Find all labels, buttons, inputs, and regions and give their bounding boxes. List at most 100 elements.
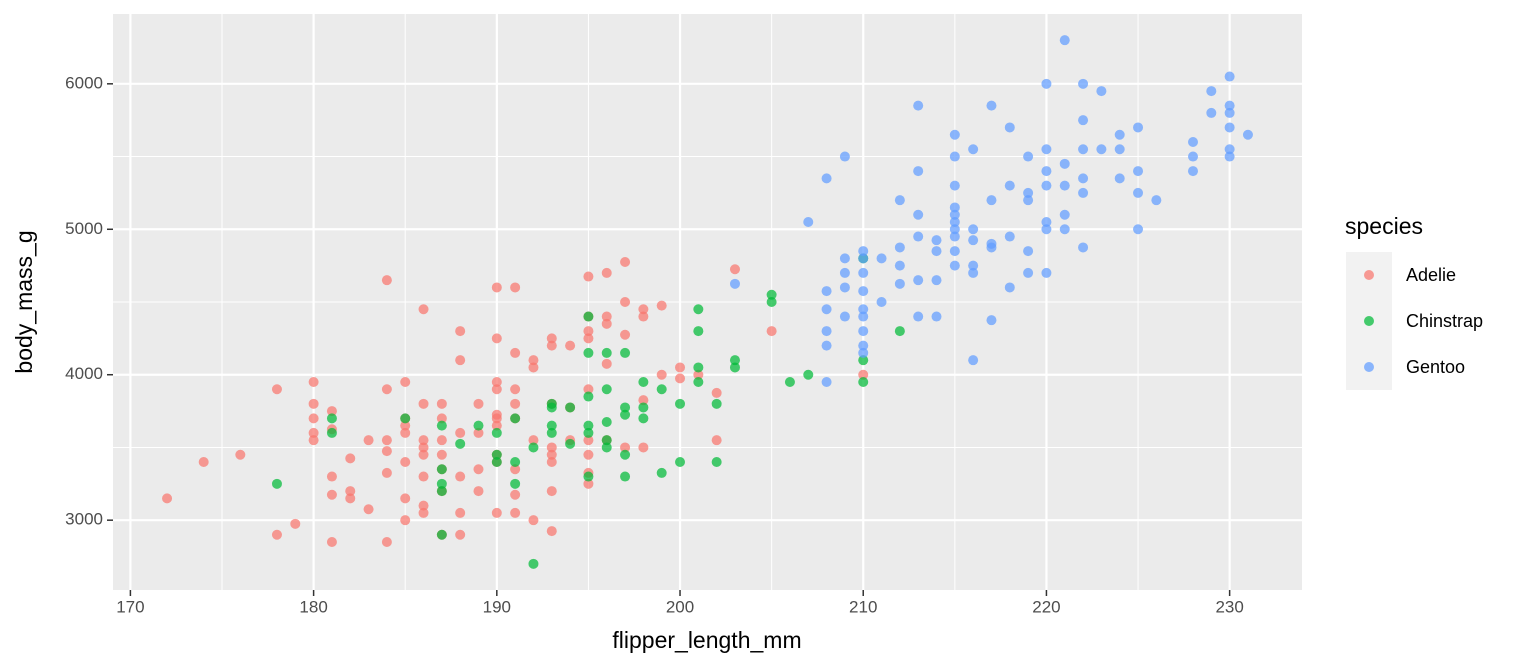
- point: [601, 358, 612, 369]
- point: [931, 275, 942, 286]
- point: [949, 209, 960, 220]
- point: [1004, 180, 1015, 191]
- point: [381, 446, 392, 457]
- point: [1133, 187, 1144, 198]
- point: [711, 398, 722, 409]
- legend-marker: [1364, 316, 1374, 326]
- point: [949, 202, 960, 213]
- point: [821, 286, 832, 297]
- point: [491, 377, 502, 387]
- point: [1023, 267, 1034, 278]
- point: [308, 435, 319, 446]
- point: [1114, 173, 1125, 184]
- point: [675, 457, 686, 467]
- x-tick-label: 200: [666, 597, 694, 616]
- point: [583, 449, 594, 460]
- point: [968, 235, 979, 246]
- point: [1059, 180, 1070, 191]
- point: [949, 151, 960, 162]
- point: [583, 347, 594, 358]
- point: [473, 398, 484, 409]
- point: [968, 267, 979, 278]
- point: [510, 464, 521, 475]
- point: [1133, 224, 1144, 235]
- x-tick-label: 190: [483, 597, 511, 616]
- point: [1096, 144, 1107, 155]
- point: [1004, 122, 1015, 133]
- point: [491, 384, 502, 395]
- point: [931, 311, 942, 322]
- point: [656, 467, 667, 478]
- point: [326, 427, 337, 438]
- point: [1187, 166, 1198, 177]
- point: [546, 340, 557, 351]
- point: [455, 355, 466, 366]
- point: [858, 304, 869, 315]
- point: [858, 326, 869, 337]
- point: [491, 507, 502, 518]
- point: [858, 369, 869, 380]
- point: [1078, 115, 1089, 126]
- y-tick-label: 4000: [65, 364, 103, 383]
- point: [436, 449, 447, 460]
- point: [858, 355, 869, 366]
- point: [601, 384, 612, 395]
- point: [436, 486, 447, 497]
- point: [1114, 144, 1125, 155]
- point: [436, 435, 447, 446]
- y-tick-label: 3000: [65, 510, 103, 529]
- point: [821, 340, 832, 351]
- point: [583, 420, 594, 431]
- point: [418, 435, 429, 446]
- point: [949, 260, 960, 271]
- point: [601, 347, 612, 358]
- point: [491, 457, 502, 467]
- point: [583, 311, 594, 322]
- point: [418, 442, 429, 453]
- point: [1023, 187, 1034, 198]
- point: [1133, 122, 1144, 133]
- point: [913, 100, 924, 111]
- point: [528, 558, 539, 569]
- point: [858, 311, 869, 322]
- point: [326, 471, 337, 482]
- point: [436, 478, 447, 489]
- point: [400, 427, 411, 438]
- legend-marker: [1364, 270, 1374, 280]
- point: [1133, 166, 1144, 177]
- point: [986, 195, 997, 206]
- point: [638, 304, 649, 315]
- point: [894, 260, 905, 271]
- point: [565, 438, 576, 449]
- point: [858, 246, 869, 257]
- point: [729, 355, 740, 366]
- point: [400, 420, 411, 431]
- point: [839, 282, 850, 293]
- point: [620, 409, 631, 420]
- point: [876, 253, 887, 264]
- point: [583, 384, 594, 395]
- point: [418, 471, 429, 482]
- point: [381, 467, 392, 478]
- point: [1041, 144, 1052, 155]
- point: [949, 224, 960, 235]
- point: [473, 420, 484, 431]
- point: [510, 489, 521, 500]
- point: [381, 384, 392, 395]
- point: [693, 362, 704, 373]
- point: [546, 420, 557, 431]
- point: [436, 398, 447, 409]
- point: [620, 347, 631, 358]
- point: [546, 486, 557, 497]
- point: [601, 267, 612, 278]
- point: [583, 427, 594, 438]
- point: [894, 195, 905, 206]
- point: [821, 377, 832, 387]
- legend-label: Chinstrap: [1406, 311, 1483, 331]
- point: [381, 435, 392, 446]
- point: [693, 326, 704, 337]
- point: [620, 471, 631, 482]
- point: [1041, 267, 1052, 278]
- point: [601, 318, 612, 329]
- point: [198, 457, 209, 467]
